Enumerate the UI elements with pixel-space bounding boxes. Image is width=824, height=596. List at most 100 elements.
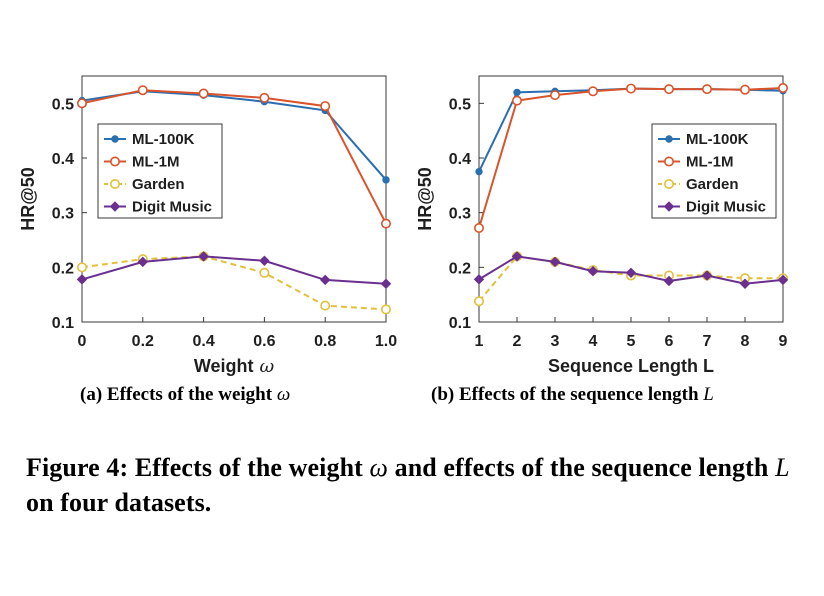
- data-point: [777, 83, 788, 94]
- data-point: [663, 275, 675, 287]
- data-point: [473, 222, 484, 233]
- data-point: [739, 84, 750, 95]
- y-tick-label: 0.3: [449, 206, 471, 223]
- data-point: [587, 265, 599, 277]
- x-tick-label: 8: [741, 333, 750, 350]
- data-point: [198, 88, 209, 99]
- x-axis-label-symbol: ω: [259, 356, 274, 377]
- x-tick-label: 0: [78, 333, 87, 350]
- subcaption-b-symbol: L: [703, 384, 714, 405]
- data-point: [549, 90, 560, 101]
- legend-label: Garden: [132, 176, 185, 193]
- x-axis-label: Sequence Length L: [548, 356, 714, 376]
- series-line-ml-1m: [81, 89, 387, 225]
- legend-label: ML-1M: [132, 154, 180, 171]
- x-axis-label-text: Sequence Length L: [548, 356, 714, 376]
- legend-label: Digit Music: [132, 199, 212, 216]
- x-tick-label: 3: [551, 333, 560, 350]
- data-point: [259, 267, 270, 278]
- data-point: [382, 176, 390, 184]
- data-point: [380, 304, 391, 315]
- data-point: [663, 84, 674, 95]
- x-tick-label: 5: [627, 333, 636, 350]
- data-point: [473, 296, 484, 307]
- data-point: [320, 300, 331, 311]
- y-tick-label: 0.5: [52, 96, 74, 113]
- x-tick-label: 6: [665, 333, 674, 350]
- x-tick-label: 0.4: [192, 333, 214, 350]
- data-point: [320, 101, 331, 112]
- data-point: [137, 85, 148, 96]
- data-point: [625, 267, 637, 279]
- data-point: [777, 274, 789, 286]
- legend-marker: [665, 135, 673, 143]
- caption-symbol-l: L: [775, 453, 790, 482]
- caption-symbol-omega: ω: [369, 453, 388, 482]
- caption-part-3: on four datasets.: [26, 488, 212, 517]
- y-tick-label: 0.1: [52, 315, 74, 332]
- subcaption-b: (b) Effects of the sequence length L: [431, 384, 714, 406]
- y-tick-label: 0.5: [449, 96, 471, 113]
- legend-marker: [663, 156, 674, 167]
- data-point: [511, 251, 523, 262]
- legend-label: ML-1M: [686, 154, 734, 171]
- legend-marker: [663, 201, 675, 212]
- legend-marker: [110, 179, 121, 190]
- y-axis-label: HR@50: [415, 167, 435, 231]
- data-point: [587, 86, 598, 97]
- y-tick-label: 0.4: [52, 151, 74, 168]
- figure-charts: 0.1 0.2 0.3 0.4 0.5 0 0.2 0.4 0.6 0.8 1.0 Weight ω HR…: [18, 75, 789, 377]
- subcaption-a-symbol: ω: [276, 384, 291, 405]
- data-point: [259, 92, 270, 103]
- data-point: [701, 84, 712, 95]
- legend-marker: [109, 201, 121, 212]
- series-line-garden: [81, 255, 387, 311]
- subcaption-a-text: (a) Effects of the weight: [80, 384, 277, 405]
- legend-marker: [110, 156, 121, 167]
- data-point: [511, 95, 522, 106]
- data-point: [198, 251, 209, 262]
- data-point: [137, 256, 149, 268]
- x-tick-label: 1: [475, 333, 484, 350]
- caption-part-1: Figure 4: Effects of the weight: [26, 453, 370, 482]
- series-line-digit-music: [81, 255, 387, 285]
- data-point: [380, 278, 392, 289]
- x-tick-label: 0.6: [253, 333, 275, 350]
- x-axis-label: Weight ω: [194, 356, 275, 377]
- data-point: [319, 274, 331, 286]
- data-point: [739, 278, 751, 289]
- y-tick-label: 0.1: [449, 315, 471, 332]
- y-tick-label: 0.4: [449, 151, 471, 168]
- y-tick-label: 0.3: [52, 206, 74, 223]
- legend-marker: [111, 135, 119, 143]
- data-point: [513, 88, 521, 97]
- subcaption-b-text: (b) Effects of the sequence length: [431, 384, 704, 405]
- y-axis-label: HR@50: [18, 167, 38, 231]
- figure-caption: Figure 4: Effects of the weight ω and ef…: [26, 450, 816, 520]
- x-tick-label: 7: [703, 333, 712, 350]
- x-tick-label: 9: [779, 333, 788, 350]
- x-tick-label: 0.8: [314, 333, 336, 350]
- legend-label: Garden: [686, 176, 739, 193]
- x-tick-label: 0.2: [132, 333, 154, 350]
- subcaption-a: (a) Effects of the weight ω: [80, 384, 290, 406]
- data-point: [380, 218, 391, 229]
- data-point: [473, 274, 485, 285]
- data-point: [549, 256, 561, 268]
- y-tick-label: 0.2: [52, 260, 74, 277]
- data-point: [701, 270, 713, 281]
- x-tick-label: 4: [589, 333, 598, 350]
- data-point: [76, 274, 88, 285]
- data-point: [625, 83, 636, 94]
- legend-label: ML-100K: [686, 131, 749, 148]
- chart-b: 0.1 0.2 0.3 0.4 0.5 1 2 3 4 5 6 7 8 9 Sequence Length …: [415, 75, 789, 376]
- legend-label: Digit Music: [686, 199, 766, 216]
- data-point: [475, 167, 483, 176]
- data-point: [77, 262, 88, 273]
- caption-part-2: and effects of the sequence length: [388, 453, 776, 482]
- data-point: [77, 98, 88, 109]
- y-tick-label: 0.2: [449, 260, 471, 277]
- data-point: [259, 255, 270, 266]
- legend-label: ML-100K: [132, 131, 195, 148]
- legend-marker: [663, 179, 674, 190]
